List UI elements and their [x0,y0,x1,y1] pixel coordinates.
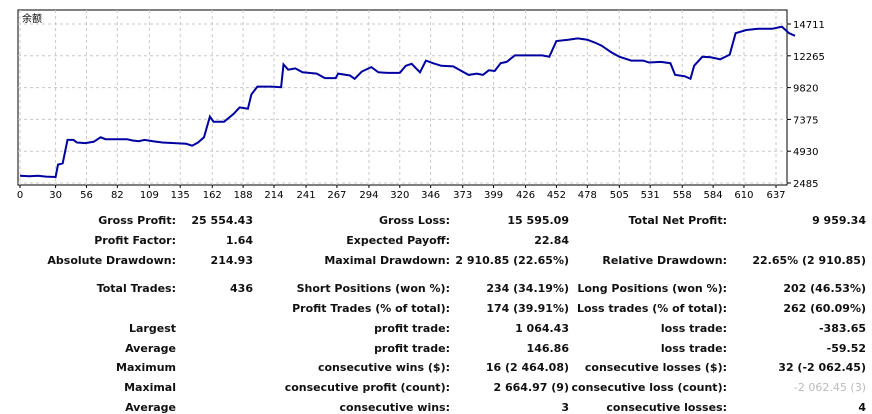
stats-row: Average profit trade: 146.86 loss trade: -59… [0,340,872,358]
stat-value: -383.65 [818,322,866,335]
stat-value: -2 062.45 (3) [793,381,866,394]
x-tick-label: 162 [203,190,222,201]
x-tick-label: 531 [641,190,660,201]
stat-label: Gross Loss: [379,214,450,227]
x-tick-label: 637 [766,190,785,201]
x-tick-label: 426 [516,190,535,201]
stat-label: Expected Payoff: [346,234,450,247]
x-tick-label: 267 [327,190,346,201]
stat-value: 214.93 [210,254,253,267]
stat-value: 234 (34.19%) [486,282,569,295]
stat-label: consecutive loss (count): [571,381,727,394]
y-tick-label: 9820 [793,84,818,95]
plot-area [17,9,788,186]
stat-value: 2 910.85 (22.65%) [455,254,569,267]
stat-label: Long Positions (won %): [577,282,727,295]
x-tick-label: 0 [17,190,23,201]
stat-value: 16 (2 464.08) [485,361,569,374]
x-tick-label: 320 [390,190,409,201]
stat-value: 22.65% (2 910.85) [752,254,866,267]
stat-label: loss trade: [660,322,727,335]
stats-row: Maximal consecutive profit (count): 2 664.… [0,379,872,397]
stats-row: Average consecutive wins: 3 consecutive los… [0,399,872,414]
stat-label: consecutive losses ($): [584,361,727,374]
stat-value: 436 [230,282,253,295]
stat-value: 4 [858,401,866,414]
x-tick-label: 82 [111,190,124,201]
stats-row: Gross Profit: 25 554.43 Gross Loss: 15 595.… [0,212,872,230]
stat-label: Profit Trades (% of total): [292,302,450,315]
x-tick-label: 505 [610,190,629,201]
stat-value: 262 (60.09%) [783,302,866,315]
x-tick-label: 346 [421,190,440,201]
x-tick-label: 56 [80,190,93,201]
x-tick-label: 294 [359,190,378,201]
x-tick-label: 214 [264,190,283,201]
x-tick-label: 452 [547,190,566,201]
stat-label: Largest [129,322,176,335]
stat-label: Maximal [124,381,176,394]
stat-label: Relative Drawdown: [602,254,727,267]
stat-label: Absolute Drawdown: [47,254,176,267]
balance-line [19,25,796,179]
stats-row: Absolute Drawdown: 214.93 Maximal Drawdown… [0,252,872,270]
x-tick-label: 558 [673,190,692,201]
stat-value: 22.84 [534,234,569,247]
stat-label: profit trade: [374,322,450,335]
stat-label: profit trade: [374,342,450,355]
stat-label: consecutive losses: [606,401,727,414]
stat-value: 1.64 [225,234,253,247]
stat-value: 9 959.34 [812,214,866,227]
x-tick-label: 30 [49,190,62,201]
stat-value: 25 554.43 [191,214,253,227]
y-tick-label: 7375 [793,115,818,126]
x-tick-label: 109 [140,190,159,201]
x-tick-label: 241 [296,190,315,201]
stats-row: Profit Trades (% of total): 174 (39.91%) L… [0,300,872,318]
stat-value: 1 064.43 [515,322,569,335]
stat-label: Maximal Drawdown: [324,254,450,267]
chart-title: 余额 [22,12,42,25]
stat-value: 2 664.97 (9) [493,381,569,394]
y-tick-label: 14711 [793,20,825,31]
x-tick-label: 584 [704,190,723,201]
stats-row: Largest profit trade: 1 064.43 loss trade: -… [0,320,872,338]
stats-row: Maximum consecutive wins ($): 16 (2 464.08… [0,359,872,377]
stat-label: consecutive wins: [339,401,450,414]
stat-label: loss trade: [660,342,727,355]
stat-label: Profit Factor: [94,234,176,247]
y-tick-label: 2485 [793,179,818,190]
stat-value: -59.52 [826,342,866,355]
y-tick-label: 12265 [793,52,825,63]
stat-value: 202 (46.53%) [783,282,866,295]
stat-label: Total Net Profit: [628,214,728,227]
stat-label: Total Trades: [96,282,176,295]
x-tick-label: 399 [484,190,503,201]
stat-value: 146.86 [526,342,569,355]
stat-value: 174 (39.91%) [486,302,569,315]
stat-label: consecutive wins ($): [317,361,450,374]
stat-label: Average [125,342,176,355]
stats-row: Total Trades: 436 Short Positions (won %):… [0,280,872,298]
x-tick-label: 478 [578,190,597,201]
stat-value: 15 595.09 [507,214,569,227]
balance-chart: 0 30 56 82 109 135 162 188 214 241 267 294 320 346 373… [17,9,825,201]
stats-row: Profit Factor: 1.64 Expected Payoff: 22.84 [0,232,872,250]
y-tick-label: 4930 [793,147,818,158]
stat-label: Gross Profit: [98,214,176,227]
stat-value: 32 (-2 062.45) [778,361,866,374]
stat-label: Maximum [116,361,176,374]
x-tick-label: 373 [453,190,472,201]
x-tick-label: 188 [234,190,253,201]
stat-label: consecutive profit (count): [284,381,450,394]
stat-value: 3 [561,401,569,414]
stat-label: Average [125,401,176,414]
stat-label: Short Positions (won %): [296,282,450,295]
stat-label: Loss trades (% of total): [576,302,727,315]
x-tick-label: 135 [171,190,190,201]
x-tick-label: 610 [734,190,753,201]
